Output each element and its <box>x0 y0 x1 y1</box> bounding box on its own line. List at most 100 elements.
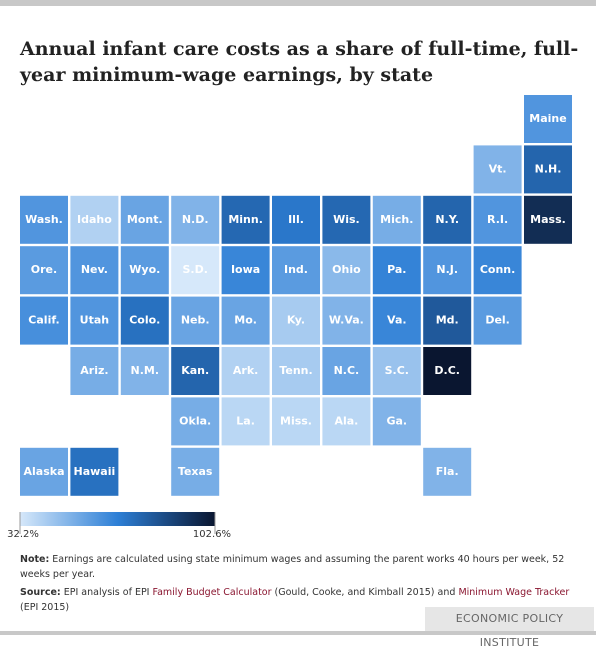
state-tile <box>20 246 68 295</box>
state-tile <box>221 296 270 345</box>
state-tile <box>322 195 371 244</box>
state-label: Wash. <box>25 213 63 226</box>
state-label: Md. <box>436 314 459 327</box>
state-tile <box>221 246 270 295</box>
state-tile <box>171 447 220 496</box>
state-tile <box>372 397 421 446</box>
state-label: N.Y. <box>435 213 459 226</box>
state-tile <box>524 145 572 194</box>
state-label: Ind. <box>284 263 308 276</box>
state-label: S.D. <box>182 263 207 276</box>
state-tile <box>423 246 472 295</box>
state-label: Kan. <box>181 364 209 377</box>
state-tile <box>120 296 169 345</box>
state-tile <box>120 246 169 295</box>
state-tile <box>423 447 472 496</box>
state-tile <box>120 195 169 244</box>
state-label: Tenn. <box>279 364 312 377</box>
source-label: Source: <box>20 587 61 598</box>
state-label: Idaho <box>77 213 112 226</box>
state-label: Vt. <box>489 162 507 175</box>
state-tile <box>372 347 421 395</box>
state-tile <box>20 296 68 345</box>
source-link[interactable]: Minimum Wage Tracker <box>458 587 570 598</box>
state-label: Ill. <box>288 213 304 226</box>
state-label: Miss. <box>280 414 312 427</box>
state-label: Wis. <box>333 213 360 226</box>
state-label: Ore. <box>31 263 57 276</box>
state-label: Minn. <box>228 213 263 226</box>
source: Source: EPI analysis of EPI Family Budge… <box>20 585 580 615</box>
state-tile <box>423 195 472 244</box>
chart-title: Annual infant care costs as a share of f… <box>20 38 579 86</box>
top-bar <box>0 0 596 6</box>
state-tile <box>272 296 320 345</box>
state-label: N.M. <box>131 364 160 377</box>
state-tile <box>171 195 220 244</box>
state-tile <box>20 447 68 496</box>
state-label: Ark. <box>233 364 258 377</box>
state-label: Ky. <box>287 314 305 327</box>
state-tile <box>120 347 169 395</box>
state-tile <box>171 397 220 446</box>
footer: ECONOMIC POLICY INSTITUTE <box>425 607 594 649</box>
state-tile <box>70 347 119 395</box>
state-tile <box>70 246 119 295</box>
state-tile <box>272 195 320 244</box>
state-label: Calif. <box>28 314 59 327</box>
state-tile <box>423 296 472 345</box>
chart: Maine Vt. N.H. Wash. Idaho Mont. N.D. Minn. Ill.… <box>7 95 572 540</box>
state-label: Mont. <box>127 213 163 226</box>
source-text: EPI analysis of EPI <box>63 587 153 598</box>
state-tile <box>372 195 421 244</box>
state-label: Texas <box>178 465 213 478</box>
state-tile <box>70 296 119 345</box>
state-tile <box>221 195 270 244</box>
state-tile <box>524 195 572 244</box>
state-tile <box>322 397 371 446</box>
state-tile <box>322 347 371 395</box>
state-tile <box>171 246 220 295</box>
state-label: Iowa <box>231 263 260 276</box>
state-label: Conn. <box>480 263 515 276</box>
state-tile <box>473 246 522 295</box>
state-tile <box>221 347 270 395</box>
state-label: Ariz. <box>80 364 108 377</box>
state-tile <box>272 246 320 295</box>
state-label: Fla. <box>436 465 459 478</box>
state-label: Alaska <box>24 465 65 478</box>
state-label: Wyo. <box>129 263 160 276</box>
state-label: Ga. <box>386 414 407 427</box>
state-label: D.C. <box>434 364 460 377</box>
state-label: Hawaii <box>74 465 116 478</box>
source-link[interactable]: Family Budget Calculator <box>152 587 272 598</box>
state-label: Nev. <box>81 263 108 276</box>
note-text: Earnings are calculated using state mini… <box>20 554 565 580</box>
legend-tick-label: 102.6% <box>193 529 231 540</box>
state-tile <box>221 397 270 446</box>
state-tile <box>20 195 68 244</box>
state-label: Ala. <box>334 414 358 427</box>
state-label: Pa. <box>387 263 406 276</box>
state-label: Ohio <box>332 263 361 276</box>
state-tile <box>171 347 220 395</box>
state-tile <box>272 397 320 446</box>
state-tile <box>322 246 371 295</box>
state-tile <box>423 347 472 395</box>
legend-bar <box>20 512 215 526</box>
note-label: Note: <box>20 554 50 565</box>
state-label: Colo. <box>129 314 160 327</box>
state-tile <box>473 145 522 194</box>
state-label: N.H. <box>535 162 562 175</box>
state-label: Va. <box>387 314 407 327</box>
state-label: Mo. <box>234 314 257 327</box>
state-tile <box>322 296 371 345</box>
state-tile <box>171 296 220 345</box>
state-tile <box>473 296 522 345</box>
state-label: Utah <box>80 314 109 327</box>
note: Note: Earnings are calculated using stat… <box>20 552 580 582</box>
state-label: Mich. <box>380 213 413 226</box>
state-label: R.I. <box>487 213 508 226</box>
state-label: Maine <box>529 112 566 125</box>
state-tile <box>70 195 119 244</box>
